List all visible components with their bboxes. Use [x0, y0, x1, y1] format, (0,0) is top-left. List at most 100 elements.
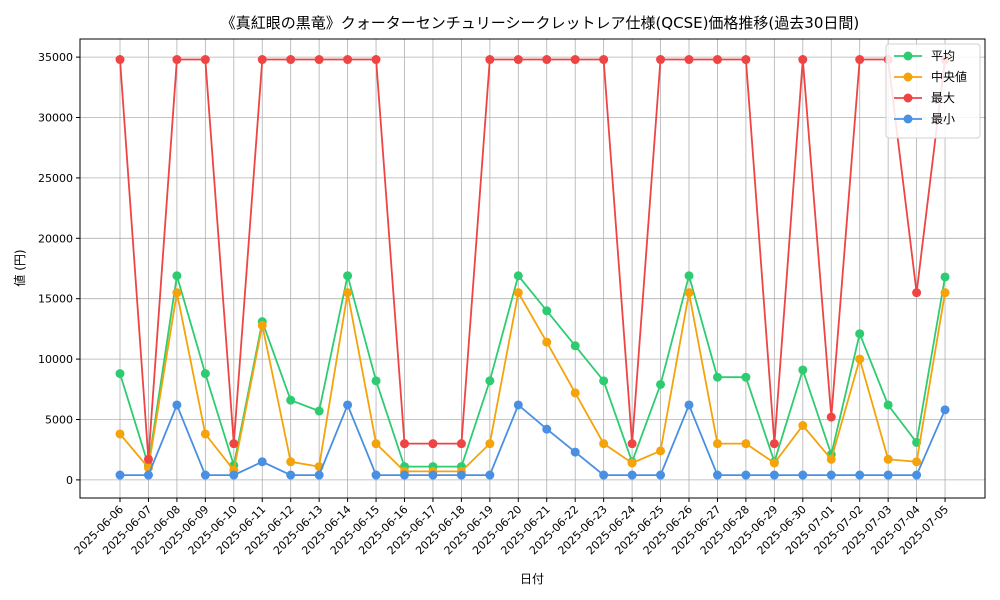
legend-label: 最大	[931, 91, 955, 105]
data-point	[798, 55, 808, 65]
data-point	[940, 272, 950, 282]
data-point	[741, 470, 751, 480]
data-point	[314, 470, 324, 480]
data-point	[570, 55, 580, 65]
data-point	[513, 271, 523, 281]
data-point	[599, 55, 609, 65]
legend-label: 平均	[931, 49, 955, 63]
y-tick-label: 25000	[38, 172, 73, 185]
data-point	[627, 470, 637, 480]
data-point	[343, 288, 353, 298]
data-point	[769, 439, 779, 449]
data-point	[769, 458, 779, 468]
data-point	[229, 439, 239, 449]
legend-label: 中央値	[931, 69, 967, 84]
data-point	[570, 341, 580, 351]
y-tick-label: 20000	[38, 232, 73, 245]
data-point	[656, 379, 666, 389]
data-point	[855, 55, 865, 65]
series-line	[119, 290, 946, 473]
data-point	[371, 439, 381, 449]
data-point	[371, 55, 381, 65]
data-point	[883, 400, 893, 410]
data-point	[855, 470, 865, 480]
data-point	[912, 288, 922, 298]
legend-marker	[903, 114, 913, 124]
data-point	[485, 439, 495, 449]
y-tick-label: 35000	[38, 51, 73, 64]
data-point	[456, 470, 466, 480]
legend-item: 最大	[894, 91, 955, 105]
data-point	[314, 55, 324, 65]
data-point	[200, 369, 210, 379]
data-point	[627, 458, 637, 468]
data-point	[485, 376, 495, 386]
legend-item: 平均	[894, 49, 955, 63]
data-point	[257, 55, 267, 65]
legend-marker	[903, 72, 913, 82]
data-point	[286, 457, 296, 467]
data-point	[912, 457, 922, 467]
legend-marker	[903, 51, 913, 61]
data-point	[798, 470, 808, 480]
data-point	[798, 421, 808, 431]
data-point	[172, 288, 182, 298]
series-最小	[115, 400, 950, 480]
data-point	[656, 470, 666, 480]
data-point	[200, 429, 210, 439]
data-point	[172, 271, 182, 281]
series-最大	[115, 55, 950, 464]
x-axis-label: 日付	[520, 572, 544, 586]
data-point	[143, 454, 153, 464]
y-axis-label: 値 (円)	[12, 249, 27, 286]
data-point	[826, 470, 836, 480]
data-point	[542, 337, 552, 347]
data-point	[684, 271, 694, 281]
legend-label: 最小	[931, 112, 955, 126]
data-point	[172, 400, 182, 410]
data-point	[115, 55, 125, 65]
data-point	[428, 470, 438, 480]
data-point	[599, 439, 609, 449]
data-point	[229, 470, 239, 480]
data-point	[257, 457, 267, 467]
data-point	[883, 470, 893, 480]
data-point	[257, 320, 267, 330]
data-point	[542, 55, 552, 65]
data-point	[940, 288, 950, 298]
data-point	[684, 400, 694, 410]
data-point	[599, 470, 609, 480]
x-axis-ticks: 2025-06-062025-06-072025-06-082025-06-09…	[72, 498, 951, 557]
data-point	[656, 446, 666, 456]
data-point	[656, 55, 666, 65]
data-point	[143, 470, 153, 480]
legend-item: 最小	[894, 112, 955, 126]
data-point	[712, 439, 722, 449]
data-point	[428, 439, 438, 449]
data-point	[200, 470, 210, 480]
data-point	[769, 470, 779, 480]
data-point	[855, 329, 865, 339]
data-point	[542, 424, 552, 434]
data-point	[542, 306, 552, 316]
data-point	[485, 470, 495, 480]
data-point	[712, 55, 722, 65]
y-tick-label: 0	[66, 474, 73, 487]
data-point	[912, 470, 922, 480]
data-point	[741, 439, 751, 449]
data-point	[570, 447, 580, 457]
data-point	[314, 406, 324, 416]
data-point	[940, 405, 950, 415]
data-point	[456, 439, 466, 449]
legend-marker	[903, 93, 913, 103]
data-point	[883, 454, 893, 464]
series-layer	[115, 55, 950, 480]
series-line	[119, 58, 946, 460]
y-axis-ticks: 0 5000 10000 15000 20000 25000 30000 35000	[38, 51, 80, 487]
data-point	[286, 55, 296, 65]
grid-lines	[80, 39, 985, 498]
data-point	[485, 55, 495, 65]
data-point	[712, 372, 722, 382]
